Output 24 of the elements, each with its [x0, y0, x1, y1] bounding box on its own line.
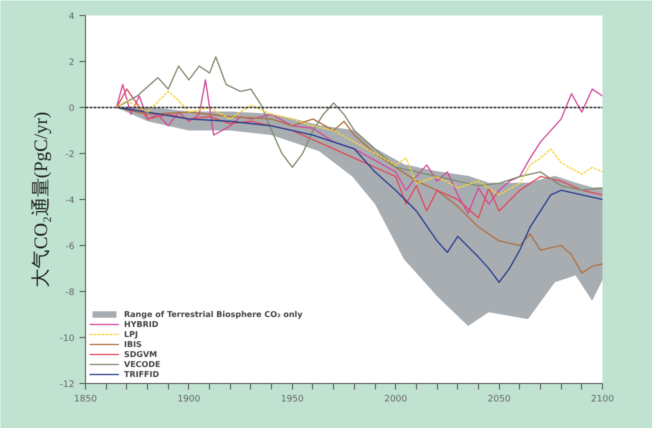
y-tick-label: -4	[66, 196, 75, 206]
x-tick-label: 2050	[488, 394, 511, 404]
x-tick-label: 2100	[591, 394, 614, 404]
legend-label: HYBRID	[124, 319, 158, 329]
legend-label: TRIFFID	[124, 369, 160, 379]
y-tick-label: 2	[68, 58, 75, 68]
legend-label: Range of Terrestrial Biosphere CO₂ only	[124, 309, 302, 319]
legend-label: IBIS	[124, 339, 143, 349]
legend-label: LPJ	[124, 329, 139, 339]
y-tick-label: -8	[66, 288, 75, 298]
x-tick-label: 1950	[280, 394, 304, 404]
x-tick-label: 2000	[384, 394, 408, 404]
y-tick-label: -10	[60, 334, 75, 344]
y-tick-label: 4	[68, 12, 75, 22]
y-tick-label: -2	[66, 150, 75, 160]
legend-label: VECODE	[124, 359, 160, 369]
y-tick-label: -6	[66, 242, 75, 252]
x-tick-label: 1850	[74, 394, 98, 404]
y-axis-title: 大气CO₂通量(PgC/yr)	[30, 112, 52, 288]
y-tick-label: -12	[60, 380, 75, 390]
x-tick-label: 1900	[177, 394, 201, 404]
y-tick-label: 0	[68, 104, 75, 114]
line-series	[116, 90, 602, 196]
legend-label: SDGVM	[124, 349, 158, 359]
